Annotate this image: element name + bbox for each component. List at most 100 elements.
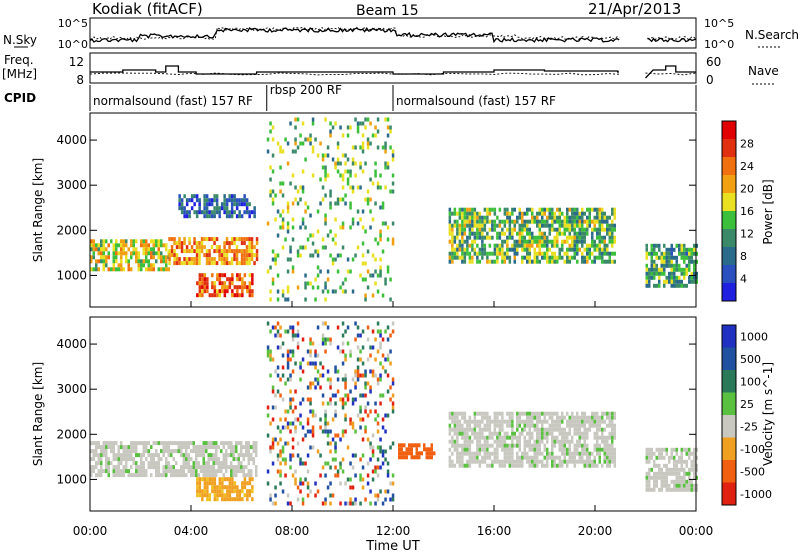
data-cell — [384, 221, 387, 226]
data-cell — [458, 215, 462, 220]
data-cell — [286, 409, 290, 414]
data-cell — [326, 325, 330, 330]
data-cell — [389, 297, 392, 302]
data-cell — [586, 419, 589, 424]
data-cell — [468, 243, 472, 248]
data-cell — [613, 431, 616, 436]
data-cell — [463, 239, 467, 244]
data-cell — [653, 483, 656, 488]
data-cell — [269, 193, 272, 198]
data-cell — [598, 419, 601, 424]
data-cell — [301, 221, 305, 226]
data-cell — [122, 465, 125, 470]
data-cell — [473, 215, 477, 220]
data-cell — [115, 247, 118, 252]
data-cell — [206, 497, 209, 502]
data-cell — [553, 255, 556, 260]
data-cell — [175, 449, 178, 454]
data-cell — [170, 449, 173, 454]
data-cell — [481, 227, 484, 232]
data-cell — [319, 269, 322, 274]
data-cell — [361, 437, 365, 442]
data-cell — [205, 210, 209, 215]
data-cell — [228, 241, 231, 246]
data-cell — [281, 225, 285, 230]
data-cell — [205, 237, 209, 242]
data-cell — [286, 353, 290, 358]
data-cell — [533, 259, 536, 264]
data-cell — [366, 481, 370, 486]
data-cell — [398, 451, 401, 456]
data-cell — [551, 255, 554, 260]
data-cell — [120, 251, 123, 256]
data-cell — [212, 465, 215, 470]
data-cell — [110, 461, 113, 466]
data-cell — [250, 237, 254, 242]
data-cell — [281, 489, 285, 494]
data-cell — [351, 157, 355, 162]
data-cell — [170, 453, 173, 458]
data-cell — [92, 449, 95, 454]
data-cell — [498, 247, 502, 252]
data-cell — [516, 411, 519, 416]
data-cell — [566, 411, 569, 416]
data-cell — [301, 217, 305, 222]
data-cell — [361, 141, 365, 146]
data-cell — [516, 439, 519, 444]
data-cell — [289, 245, 292, 250]
power-colorbar-swatch — [722, 229, 736, 248]
data-cell — [670, 283, 673, 288]
data-cell — [506, 239, 509, 244]
data-cell — [650, 247, 653, 252]
data-cell — [493, 439, 497, 444]
data-cell — [543, 463, 546, 468]
data-cell — [675, 475, 678, 480]
data-cell — [486, 463, 489, 468]
data-cell — [371, 293, 375, 298]
data-cell — [100, 457, 103, 462]
data-cell — [685, 447, 688, 452]
data-cell — [361, 261, 365, 266]
data-cell — [233, 249, 236, 254]
data-cell — [366, 325, 370, 330]
data-cell — [192, 461, 195, 466]
data-cell — [132, 461, 135, 466]
data-cell — [137, 441, 140, 446]
data-cell — [486, 259, 489, 264]
data-cell — [391, 377, 395, 382]
data-cell — [688, 475, 691, 480]
data-cell — [213, 198, 216, 203]
data-cell — [463, 443, 467, 448]
data-cell — [311, 285, 315, 290]
data-cell — [294, 389, 297, 394]
data-cell — [178, 198, 181, 203]
data-cell — [326, 441, 330, 446]
data-cell — [279, 393, 282, 398]
data-cell — [206, 477, 209, 482]
data-cell — [578, 435, 581, 440]
data-cell — [173, 257, 176, 262]
data-cell — [685, 471, 688, 476]
data-cell — [246, 289, 249, 294]
data-cell — [213, 257, 216, 262]
data-cell — [339, 437, 342, 442]
data-cell — [668, 247, 671, 252]
data-cell — [231, 481, 234, 486]
data-cell — [548, 223, 551, 228]
data-cell — [448, 455, 452, 460]
data-cell — [336, 161, 340, 166]
data-cell — [670, 251, 673, 256]
data-cell — [685, 271, 688, 276]
data-cell — [391, 329, 395, 334]
data-cell — [326, 421, 330, 426]
data-cell — [135, 441, 138, 446]
data-cell — [296, 249, 300, 254]
data-cell — [220, 465, 223, 470]
data-cell — [132, 243, 135, 248]
data-cell — [391, 401, 395, 406]
data-cell — [336, 157, 340, 162]
data-cell — [458, 207, 462, 212]
data-cell — [461, 411, 464, 416]
data-cell — [528, 243, 531, 248]
